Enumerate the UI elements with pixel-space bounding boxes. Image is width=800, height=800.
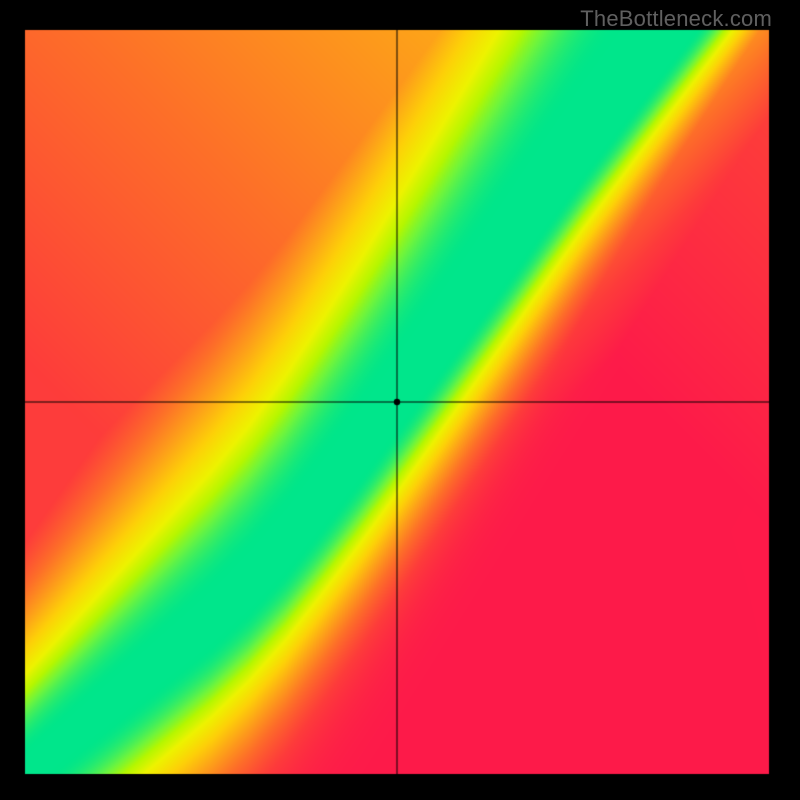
chart-container: { "watermark": "TheBottleneck.com", "cha… <box>0 0 800 800</box>
watermark-text: TheBottleneck.com <box>580 6 772 32</box>
bottleneck-heatmap <box>0 0 800 800</box>
